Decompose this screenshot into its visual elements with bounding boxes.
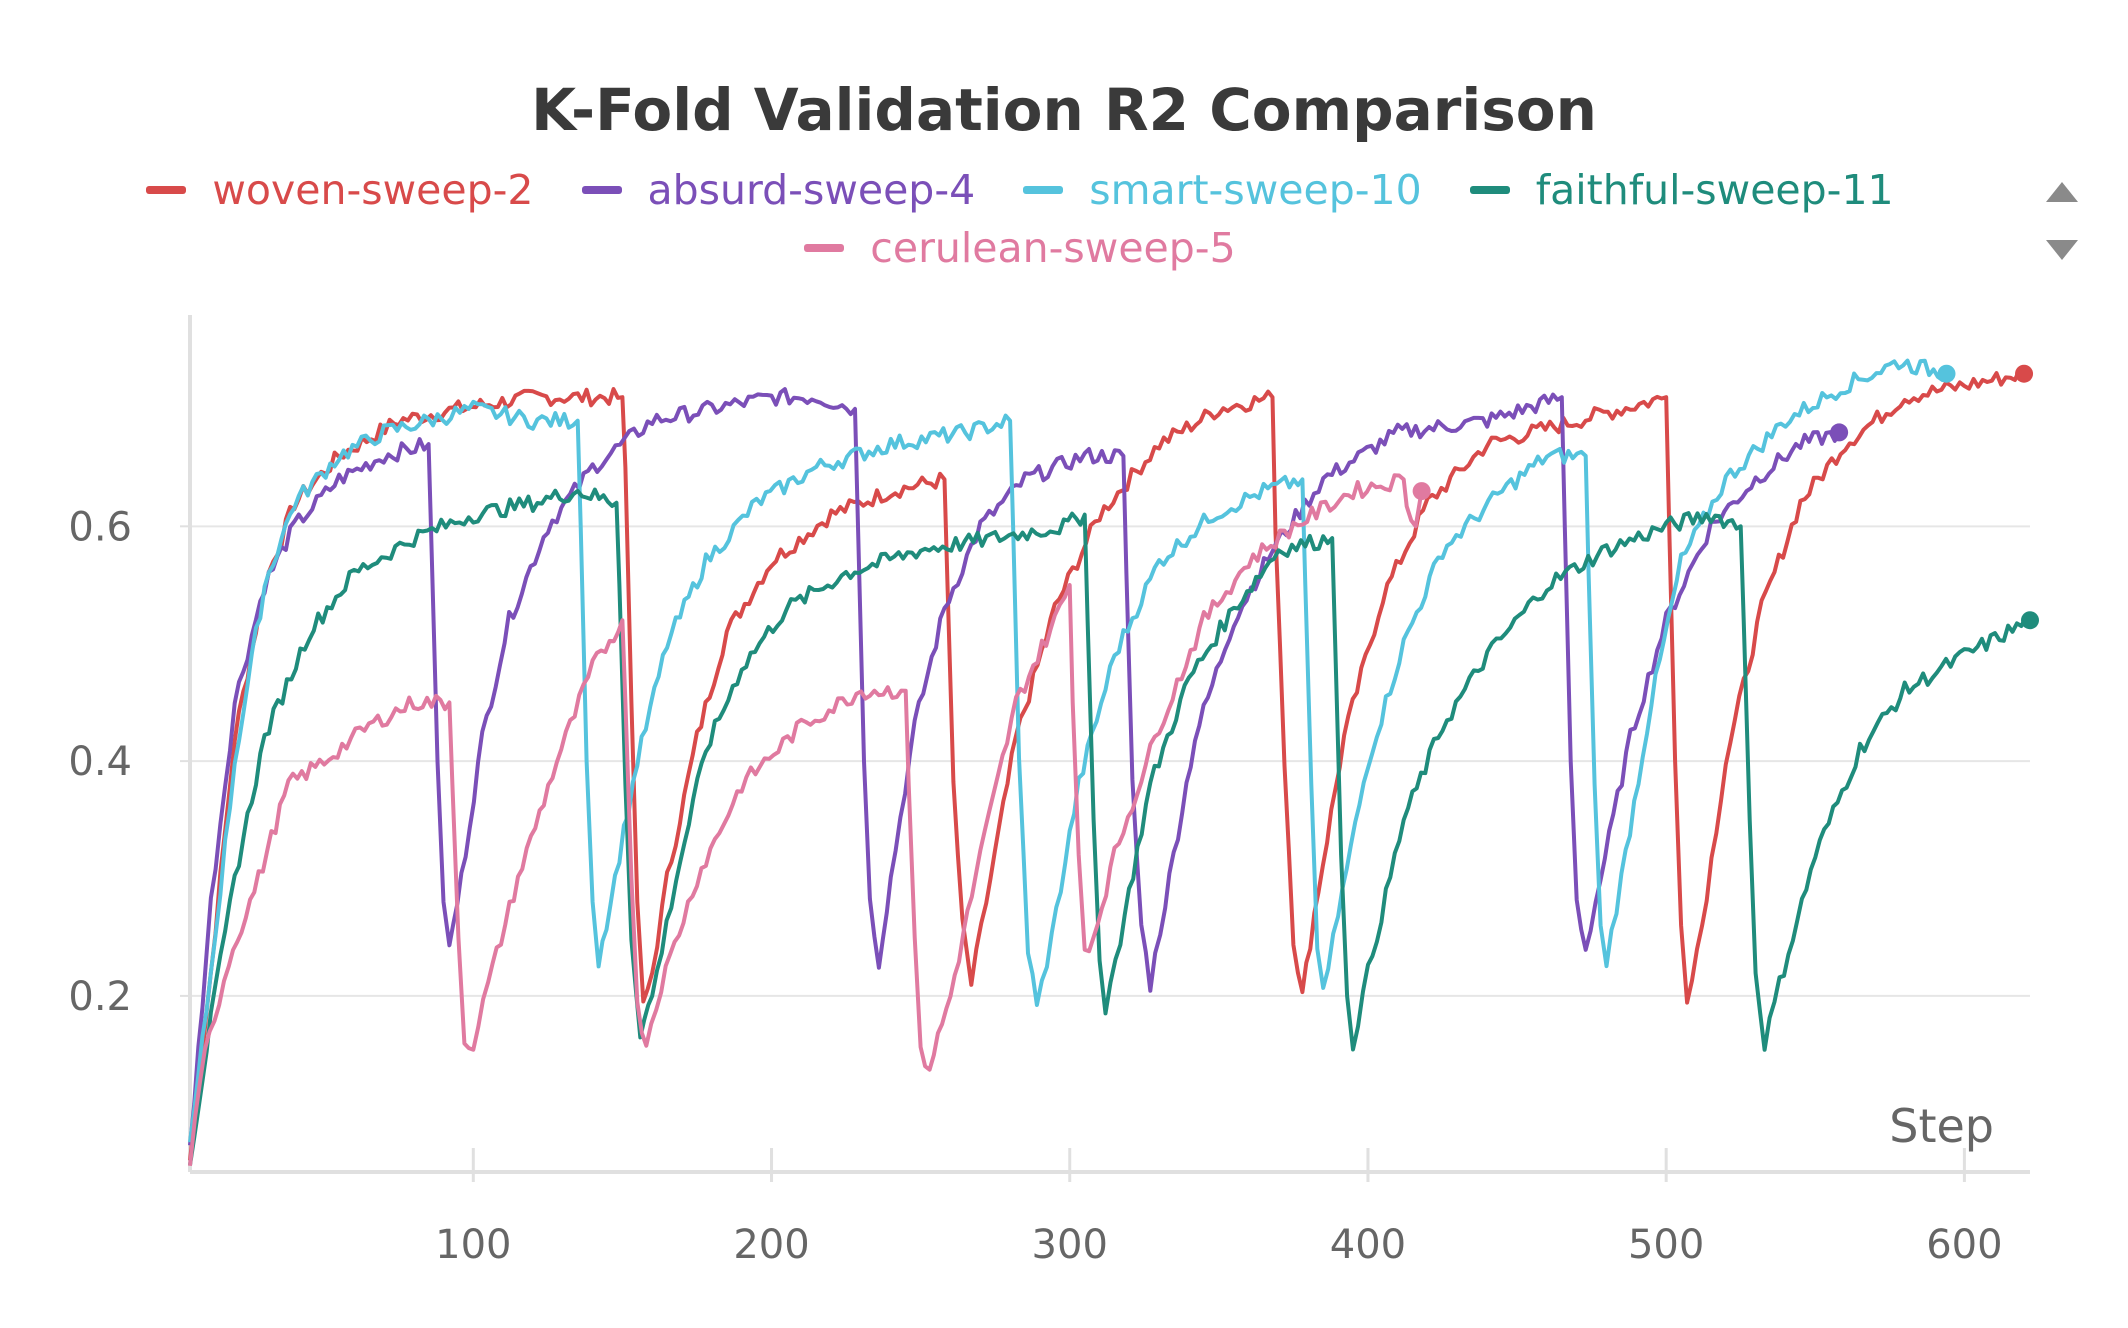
axes [180, 315, 2030, 1182]
x-tick-label: 100 [435, 1222, 511, 1268]
legend-item-smart-sweep-10[interactable]: smart-sweep-10 [1023, 166, 1422, 214]
series-line-smart-sweep-10 [188, 358, 1949, 1143]
x-tick-label: 200 [733, 1222, 809, 1268]
series-lines [188, 358, 2039, 1167]
x-tick-label: 300 [1032, 1222, 1108, 1268]
legend-scroll-down-icon[interactable] [2046, 240, 2078, 260]
series-end-marker-smart-sweep-10 [1937, 364, 1956, 383]
series-end-marker-faithful-sweep-11 [2021, 611, 2039, 630]
x-tick-label: 600 [1926, 1222, 2002, 1268]
legend-item-absurd-sweep-4[interactable]: absurd-sweep-4 [581, 166, 976, 214]
legend-scroll-up-icon[interactable] [2046, 182, 2078, 202]
y-tick-label: 0.2 [68, 974, 132, 1020]
x-tick-label: 400 [1330, 1222, 1406, 1268]
series-end-marker-cerulean-sweep-5 [1412, 482, 1431, 501]
chart-title: K-Fold Validation R2 Comparison [531, 76, 1597, 144]
legend-swatch [146, 186, 187, 194]
legend-swatch [1023, 186, 1064, 194]
series-line-faithful-sweep-11 [188, 487, 2031, 1166]
legend-row: cerulean-sweep-5 [0, 224, 2040, 272]
tick-labels: 0.2 0.4 0.6 100 200 300 400 500 600 [68, 504, 2002, 1268]
legend-swatch [1469, 186, 1510, 194]
legend-row: woven-sweep-2 absurd-sweep-4 smart-sweep… [0, 166, 2040, 214]
legend-scroll [2032, 170, 2092, 276]
series-end-marker-absurd-sweep-4 [1830, 423, 1849, 442]
series-end-marker-woven-sweep-2 [2015, 364, 2034, 383]
y-tick-label: 0.6 [68, 504, 132, 550]
legend-item-woven-sweep-2[interactable]: woven-sweep-2 [146, 166, 534, 214]
legend-label: faithful-sweep-11 [1535, 166, 1894, 214]
y-tick-label: 0.4 [68, 739, 132, 785]
legend-swatch [581, 186, 622, 194]
legend-item-cerulean-sweep-5[interactable]: cerulean-sweep-5 [804, 224, 1236, 272]
series-line-absurd-sweep-4 [188, 387, 1841, 1146]
x-tick-label: 500 [1628, 1222, 1704, 1268]
legend-label: cerulean-sweep-5 [870, 224, 1236, 272]
legend-item-faithful-sweep-11[interactable]: faithful-sweep-11 [1469, 166, 1894, 214]
series-line-cerulean-sweep-5 [188, 473, 1424, 1167]
x-axis-label: Step [1889, 1099, 1994, 1153]
legend-label: woven-sweep-2 [212, 166, 534, 214]
legend-swatch [804, 244, 845, 252]
legend-label: absurd-sweep-4 [647, 166, 976, 214]
legend-label: smart-sweep-10 [1089, 166, 1422, 214]
